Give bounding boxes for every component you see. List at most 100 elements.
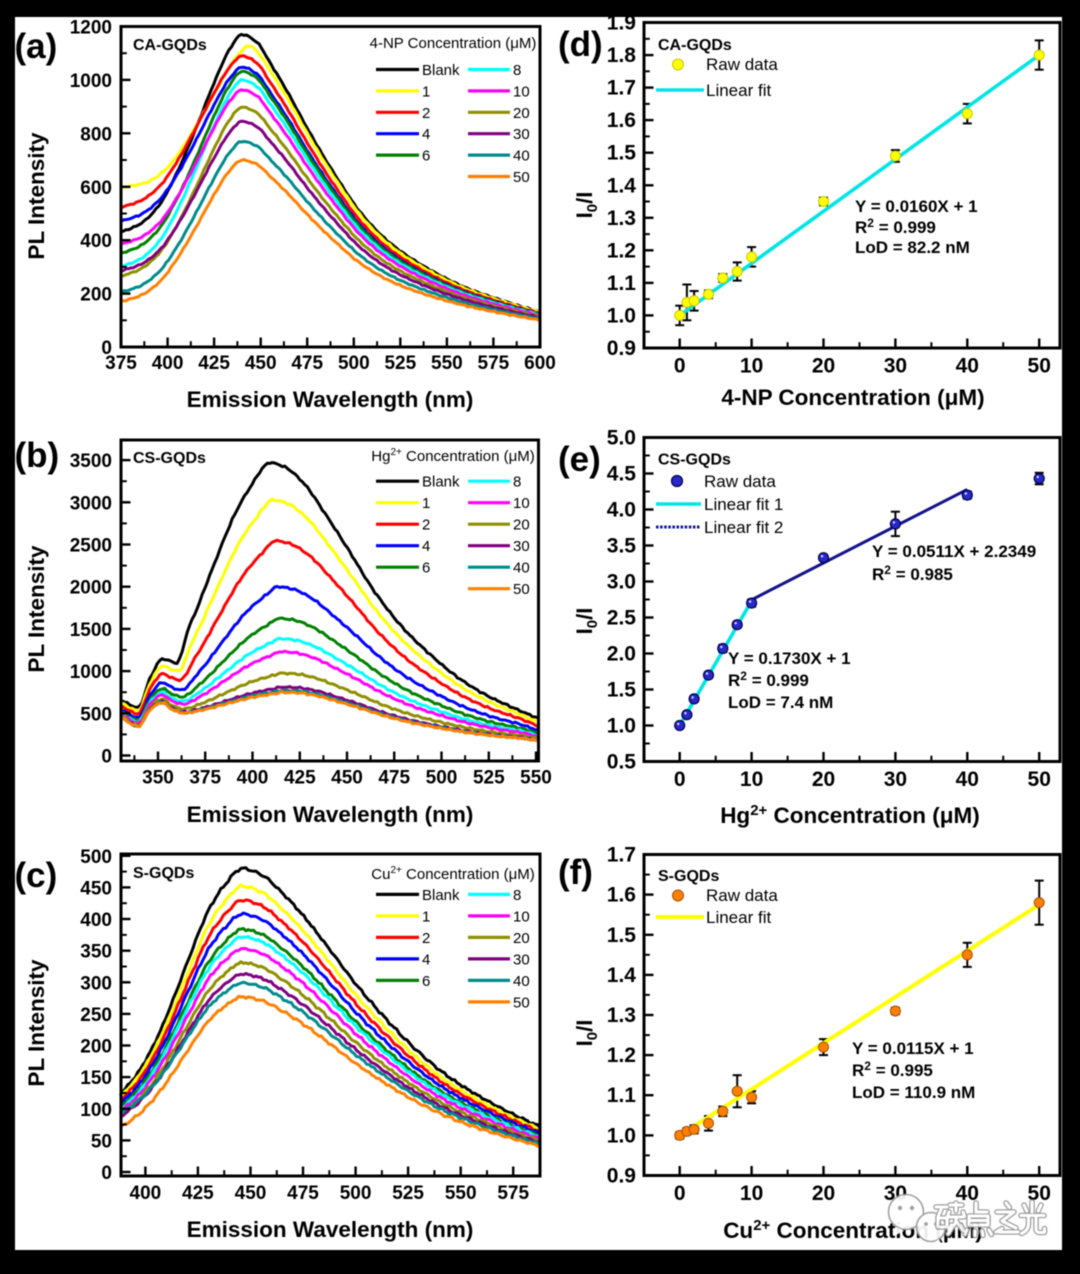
- svg-text:20: 20: [812, 1182, 835, 1205]
- svg-text:350: 350: [142, 768, 174, 789]
- svg-text:2.0: 2.0: [607, 643, 636, 666]
- svg-text:100: 100: [80, 1100, 112, 1121]
- svg-text:0.9: 0.9: [607, 1165, 636, 1188]
- svg-text:8: 8: [513, 474, 521, 491]
- svg-text:1.0: 1.0: [607, 1124, 636, 1147]
- svg-text:4-NP Concentration (μM): 4-NP Concentration (μM): [721, 385, 984, 410]
- svg-text:CA-GQDs: CA-GQDs: [658, 37, 732, 54]
- svg-text:50: 50: [91, 1131, 112, 1152]
- svg-text:Emission Wavelength (nm): Emission Wavelength (nm): [187, 1217, 474, 1242]
- svg-text:(f): (f): [558, 853, 593, 892]
- svg-text:3000: 3000: [70, 493, 112, 514]
- svg-text:Cu2+ Concentration (μM): Cu2+ Concentration (μM): [371, 865, 534, 883]
- svg-text:1.2: 1.2: [607, 239, 636, 262]
- svg-text:525: 525: [473, 768, 505, 789]
- svg-text:50: 50: [1028, 1182, 1051, 1205]
- svg-text:1.6: 1.6: [607, 884, 636, 907]
- svg-text:1500: 1500: [70, 620, 112, 641]
- svg-text:350: 350: [80, 942, 112, 963]
- svg-text:Raw data: Raw data: [706, 886, 778, 905]
- svg-text:1.1: 1.1: [607, 1084, 637, 1107]
- svg-text:200: 200: [80, 285, 112, 306]
- svg-text:1: 1: [422, 83, 430, 100]
- svg-text:525: 525: [392, 1183, 424, 1204]
- svg-text:5.0: 5.0: [607, 427, 636, 450]
- svg-text:10: 10: [513, 83, 530, 100]
- svg-text:525: 525: [384, 353, 416, 374]
- svg-text:S-GQDs: S-GQDs: [133, 865, 194, 882]
- svg-text:1.1: 1.1: [607, 272, 637, 295]
- svg-text:40: 40: [956, 355, 979, 378]
- svg-text:1: 1: [422, 908, 430, 925]
- svg-text:LoD = 82.2 nM: LoD = 82.2 nM: [855, 238, 970, 257]
- svg-text:0: 0: [101, 338, 112, 359]
- svg-text:400: 400: [80, 231, 112, 252]
- svg-text:300: 300: [80, 973, 112, 994]
- svg-text:30: 30: [884, 768, 907, 791]
- svg-text:30: 30: [884, 355, 907, 378]
- svg-text:3.5: 3.5: [607, 535, 637, 558]
- svg-text:4: 4: [422, 126, 430, 143]
- svg-text:4-NP Concentration (μM): 4-NP Concentration (μM): [370, 35, 537, 52]
- svg-text:1.3: 1.3: [607, 207, 636, 230]
- svg-text:PL Intensity: PL Intensity: [24, 959, 49, 1087]
- svg-text:450: 450: [245, 353, 277, 374]
- svg-text:(a): (a): [15, 27, 58, 66]
- svg-text:R2 = 0.999: R2 = 0.999: [728, 669, 809, 690]
- svg-text:3500: 3500: [70, 451, 112, 472]
- svg-text:50: 50: [1028, 355, 1051, 378]
- svg-text:200: 200: [80, 1037, 112, 1058]
- svg-text:475: 475: [291, 353, 323, 374]
- svg-text:Y = 0.0160X + 1: Y = 0.0160X + 1: [855, 197, 978, 216]
- svg-text:10: 10: [740, 768, 763, 791]
- svg-text:30: 30: [513, 951, 530, 968]
- svg-text:600: 600: [524, 353, 556, 374]
- svg-text:20: 20: [513, 930, 530, 947]
- svg-text:1.5: 1.5: [607, 142, 637, 165]
- svg-text:10: 10: [513, 908, 530, 925]
- svg-text:50: 50: [513, 169, 530, 186]
- svg-text:425: 425: [284, 768, 316, 789]
- svg-text:2.5: 2.5: [607, 607, 637, 630]
- svg-text:Linear fit 2: Linear fit 2: [704, 518, 783, 537]
- svg-text:1.5: 1.5: [607, 924, 637, 947]
- svg-text:I0/I: I0/I: [572, 608, 601, 635]
- svg-text:50: 50: [513, 581, 530, 598]
- svg-text:1: 1: [422, 495, 430, 512]
- svg-text:375: 375: [105, 353, 137, 374]
- svg-text:425: 425: [182, 1183, 214, 1204]
- svg-text:Blank: Blank: [422, 474, 460, 491]
- svg-text:0: 0: [101, 1163, 112, 1184]
- svg-text:50: 50: [1028, 768, 1051, 791]
- svg-text:6: 6: [422, 560, 430, 577]
- svg-text:8: 8: [513, 62, 521, 79]
- svg-text:6: 6: [422, 973, 430, 990]
- svg-text:10: 10: [513, 495, 530, 512]
- svg-text:CS-GQDs: CS-GQDs: [658, 452, 731, 469]
- svg-text:30: 30: [513, 126, 530, 143]
- svg-text:CA-GQDs: CA-GQDs: [133, 37, 207, 54]
- svg-text:R2 = 0.999: R2 = 0.999: [855, 216, 936, 237]
- svg-text:CS-GQDs: CS-GQDs: [133, 450, 206, 467]
- svg-text:LoD = 7.4 nM: LoD = 7.4 nM: [728, 693, 833, 712]
- svg-text:0.9: 0.9: [607, 337, 636, 360]
- svg-text:250: 250: [80, 1005, 112, 1026]
- svg-text:PL Intensity: PL Intensity: [24, 132, 49, 260]
- svg-text:450: 450: [80, 878, 112, 899]
- svg-text:0.5: 0.5: [607, 751, 637, 774]
- svg-text:8: 8: [513, 887, 521, 904]
- svg-text:2: 2: [422, 517, 430, 534]
- svg-text:30: 30: [513, 538, 530, 555]
- svg-text:(e): (e): [558, 440, 601, 479]
- svg-text:1200: 1200: [70, 18, 112, 39]
- svg-text:LoD = 110.9 nM: LoD = 110.9 nM: [852, 1083, 975, 1102]
- svg-text:50: 50: [513, 994, 530, 1011]
- svg-text:4: 4: [422, 538, 430, 555]
- svg-text:2: 2: [422, 105, 430, 122]
- svg-text:575: 575: [478, 353, 510, 374]
- svg-text:Linear fit: Linear fit: [706, 81, 771, 100]
- svg-text:1.7: 1.7: [607, 77, 636, 100]
- svg-text:500: 500: [80, 704, 112, 725]
- svg-text:Emission Wavelength (nm): Emission Wavelength (nm): [187, 802, 474, 827]
- svg-text:3.0: 3.0: [607, 571, 636, 594]
